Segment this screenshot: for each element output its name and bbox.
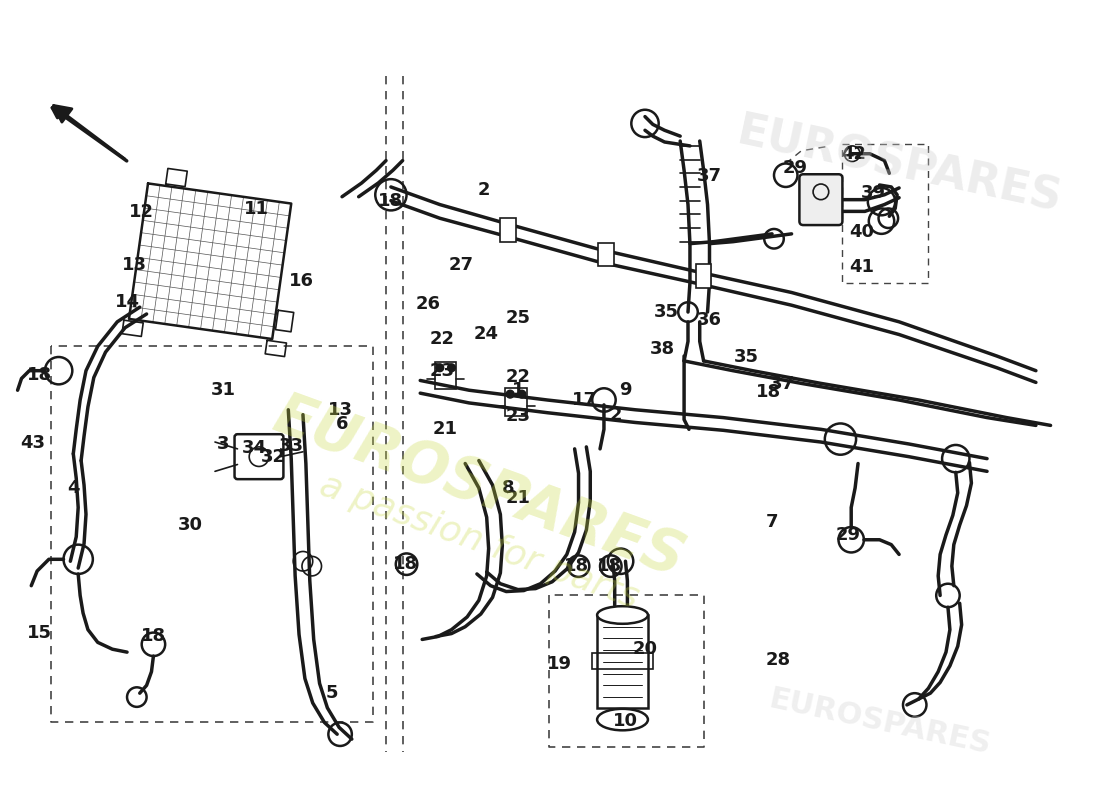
- Text: 18: 18: [26, 366, 52, 383]
- Text: 10: 10: [613, 711, 638, 730]
- Text: 16: 16: [288, 272, 313, 290]
- Text: 6: 6: [336, 415, 349, 434]
- Text: 7: 7: [766, 513, 779, 531]
- Text: 42: 42: [842, 145, 867, 162]
- Text: 41: 41: [849, 258, 875, 276]
- Text: 22: 22: [506, 367, 530, 386]
- Bar: [696, 264, 712, 288]
- Text: 4: 4: [67, 479, 79, 497]
- Circle shape: [436, 364, 443, 372]
- Text: 35: 35: [654, 303, 679, 321]
- Circle shape: [518, 390, 526, 398]
- Text: 9: 9: [619, 382, 631, 399]
- Bar: [598, 242, 614, 266]
- Text: 18: 18: [597, 557, 623, 575]
- Ellipse shape: [597, 606, 648, 624]
- Text: 43: 43: [20, 434, 45, 452]
- Text: 18: 18: [564, 557, 590, 575]
- Text: EUROSPARES: EUROSPARES: [265, 387, 692, 589]
- Text: 25: 25: [506, 309, 530, 327]
- Text: 27: 27: [449, 256, 474, 274]
- Text: 38: 38: [650, 340, 675, 358]
- Text: 15: 15: [26, 623, 52, 642]
- Text: 32: 32: [261, 448, 286, 466]
- Text: 19: 19: [547, 655, 572, 673]
- Text: 12: 12: [129, 203, 154, 222]
- Bar: [505, 388, 527, 416]
- Text: 18: 18: [378, 192, 404, 210]
- Text: 2: 2: [477, 181, 490, 199]
- Text: 18: 18: [393, 555, 418, 573]
- FancyBboxPatch shape: [800, 174, 843, 225]
- Text: EUROSPARES: EUROSPARES: [733, 110, 1066, 221]
- Text: 13: 13: [122, 256, 147, 274]
- Text: 23: 23: [429, 362, 454, 380]
- Text: EUROSPARES: EUROSPARES: [766, 685, 993, 760]
- Text: 30: 30: [178, 516, 204, 534]
- Bar: [597, 615, 648, 708]
- Text: 8: 8: [502, 479, 515, 497]
- Text: 29: 29: [836, 526, 861, 544]
- Text: 37: 37: [697, 167, 722, 186]
- Ellipse shape: [597, 709, 648, 730]
- Bar: [592, 653, 652, 669]
- Text: 23: 23: [506, 406, 530, 425]
- Text: 34: 34: [242, 439, 266, 457]
- Text: 18: 18: [756, 383, 781, 401]
- Text: 29: 29: [783, 159, 808, 178]
- Text: 22: 22: [429, 330, 454, 349]
- Text: 31: 31: [210, 382, 235, 399]
- Text: 39: 39: [861, 184, 887, 202]
- Circle shape: [448, 364, 455, 372]
- Text: 5: 5: [326, 684, 339, 702]
- Text: 26: 26: [416, 295, 440, 314]
- Bar: [434, 362, 456, 390]
- Text: 3: 3: [217, 435, 229, 453]
- Text: 37: 37: [769, 375, 794, 394]
- Text: 11: 11: [243, 201, 268, 218]
- Bar: [500, 218, 516, 242]
- Text: 13: 13: [328, 401, 353, 418]
- Text: 18: 18: [141, 627, 166, 646]
- Text: 35: 35: [734, 348, 759, 366]
- Text: 14: 14: [114, 294, 140, 311]
- Text: a passion for parts: a passion for parts: [315, 468, 644, 615]
- Text: 40: 40: [849, 223, 875, 241]
- Text: 33: 33: [278, 437, 304, 455]
- Text: 21: 21: [506, 489, 530, 506]
- Circle shape: [506, 390, 514, 398]
- Text: 21: 21: [432, 420, 458, 438]
- Text: 20: 20: [632, 640, 658, 658]
- Text: 36: 36: [697, 311, 722, 329]
- Text: 28: 28: [766, 651, 791, 669]
- Text: 1: 1: [512, 382, 525, 399]
- Text: 24: 24: [473, 325, 498, 342]
- Text: 2: 2: [609, 406, 622, 424]
- Text: 17: 17: [572, 391, 597, 409]
